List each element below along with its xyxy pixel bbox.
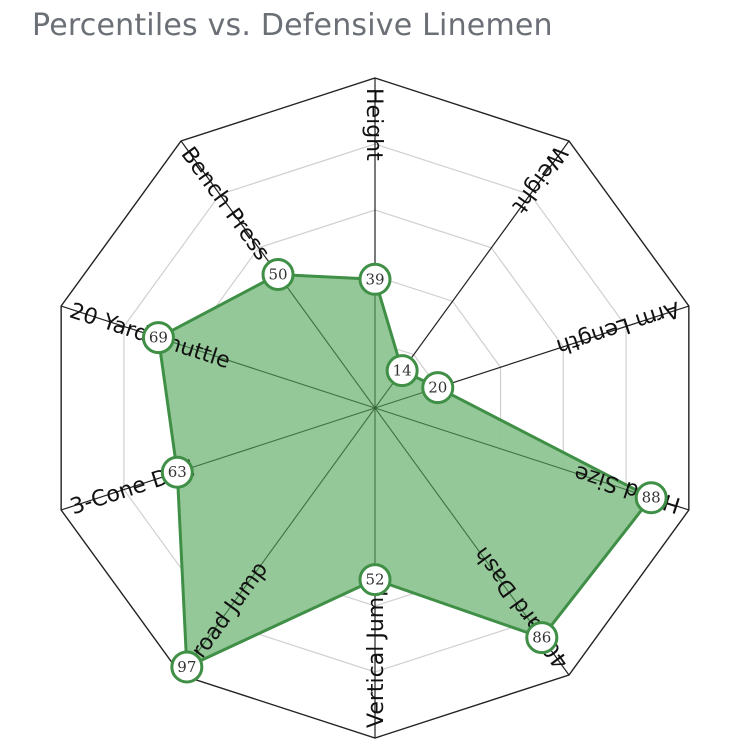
data-label: 63 <box>168 463 187 481</box>
data-point[interactable] <box>261 258 295 292</box>
data-point[interactable] <box>358 262 392 296</box>
axis-spoke-inner <box>177 407 376 473</box>
data-point[interactable] <box>160 455 194 489</box>
data-label: 52 <box>365 571 384 589</box>
data-label: 14 <box>393 362 412 380</box>
data-label: 97 <box>177 658 196 676</box>
axis-label: Vertical Jump <box>364 583 389 728</box>
data-label: 39 <box>365 270 384 288</box>
data-label: 86 <box>532 629 551 647</box>
data-point[interactable] <box>525 621 559 655</box>
data-point[interactable] <box>170 650 204 684</box>
data-point[interactable] <box>385 354 419 388</box>
axis-spoke-inner <box>158 337 376 409</box>
axis-spoke-inner <box>374 407 543 638</box>
chart-title: Percentiles vs. Defensive Linemen <box>32 8 553 43</box>
axis-label: Bench Press <box>176 143 275 266</box>
data-label: 20 <box>428 379 447 397</box>
data-label: 88 <box>642 489 661 507</box>
axis-spoke-inner <box>374 407 652 499</box>
data-label: 69 <box>149 329 168 347</box>
data-point[interactable] <box>421 371 455 405</box>
axis-label: Height <box>361 88 386 161</box>
data-point[interactable] <box>634 481 668 515</box>
data-point[interactable] <box>141 321 175 355</box>
data-point[interactable] <box>358 563 392 597</box>
axis-label: Arm Length <box>553 296 682 359</box>
axis-spoke-inner <box>186 407 376 668</box>
axis-spoke-inner <box>277 274 376 409</box>
data-label: 50 <box>268 266 287 284</box>
